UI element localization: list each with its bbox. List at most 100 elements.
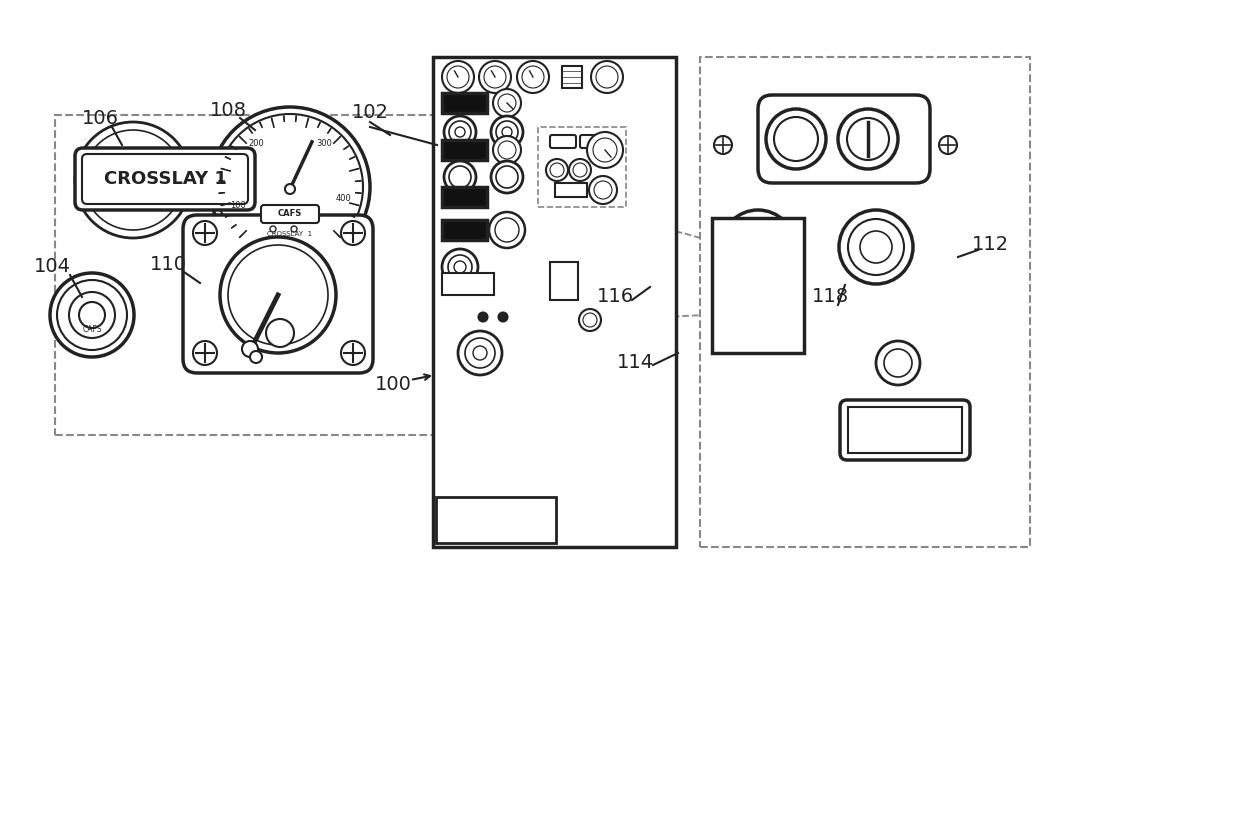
FancyBboxPatch shape bbox=[260, 205, 319, 223]
Circle shape bbox=[341, 341, 365, 365]
Circle shape bbox=[496, 166, 518, 188]
Circle shape bbox=[465, 338, 495, 368]
Circle shape bbox=[579, 309, 601, 331]
Circle shape bbox=[495, 218, 520, 242]
Bar bbox=[441, 273, 494, 295]
Circle shape bbox=[441, 61, 474, 93]
Circle shape bbox=[848, 219, 904, 275]
Circle shape bbox=[444, 161, 476, 193]
Circle shape bbox=[502, 127, 512, 137]
Text: CROSSLAY 1: CROSSLAY 1 bbox=[104, 170, 227, 188]
Circle shape bbox=[489, 212, 525, 248]
Circle shape bbox=[589, 176, 618, 204]
Circle shape bbox=[742, 231, 774, 263]
Circle shape bbox=[441, 249, 477, 285]
Circle shape bbox=[766, 109, 826, 169]
Circle shape bbox=[884, 349, 911, 377]
Circle shape bbox=[491, 161, 523, 193]
Circle shape bbox=[861, 231, 892, 263]
Circle shape bbox=[494, 89, 521, 117]
Circle shape bbox=[454, 261, 466, 273]
Circle shape bbox=[939, 136, 957, 154]
Circle shape bbox=[587, 132, 622, 168]
Circle shape bbox=[79, 302, 105, 328]
Circle shape bbox=[210, 107, 370, 267]
Circle shape bbox=[517, 61, 549, 93]
Text: CROSSLAY  1: CROSSLAY 1 bbox=[268, 231, 312, 237]
Circle shape bbox=[446, 66, 469, 88]
Text: 100: 100 bbox=[374, 375, 412, 394]
Circle shape bbox=[341, 221, 365, 245]
Text: CAFS: CAFS bbox=[278, 210, 303, 219]
FancyBboxPatch shape bbox=[839, 400, 970, 460]
Text: 118: 118 bbox=[811, 287, 848, 307]
Text: 200: 200 bbox=[248, 139, 264, 148]
FancyBboxPatch shape bbox=[758, 95, 930, 183]
Circle shape bbox=[730, 219, 786, 275]
Circle shape bbox=[774, 117, 818, 161]
Circle shape bbox=[479, 61, 511, 93]
Circle shape bbox=[583, 313, 596, 327]
Text: 100: 100 bbox=[231, 201, 247, 210]
Circle shape bbox=[496, 121, 518, 143]
Text: 104: 104 bbox=[33, 257, 71, 276]
Bar bbox=[441, 93, 487, 113]
Circle shape bbox=[551, 163, 564, 177]
Text: 110: 110 bbox=[150, 256, 186, 275]
Circle shape bbox=[591, 61, 622, 93]
FancyBboxPatch shape bbox=[74, 148, 255, 210]
Circle shape bbox=[494, 136, 521, 164]
FancyBboxPatch shape bbox=[580, 135, 606, 148]
Bar bbox=[556, 183, 587, 197]
Bar bbox=[441, 220, 487, 240]
FancyBboxPatch shape bbox=[184, 215, 373, 373]
Circle shape bbox=[242, 341, 258, 357]
Circle shape bbox=[57, 280, 126, 350]
Circle shape bbox=[498, 141, 516, 159]
Circle shape bbox=[219, 237, 336, 353]
Circle shape bbox=[484, 66, 506, 88]
FancyBboxPatch shape bbox=[82, 154, 248, 204]
Bar bbox=[562, 66, 582, 88]
Text: 400: 400 bbox=[336, 194, 352, 203]
Text: 112: 112 bbox=[971, 235, 1008, 254]
Circle shape bbox=[83, 130, 184, 230]
Circle shape bbox=[839, 210, 913, 284]
Text: 106: 106 bbox=[82, 110, 119, 129]
FancyBboxPatch shape bbox=[551, 135, 577, 148]
Circle shape bbox=[250, 351, 262, 363]
Circle shape bbox=[449, 121, 471, 143]
Text: 116: 116 bbox=[596, 287, 634, 307]
Circle shape bbox=[838, 109, 898, 169]
Circle shape bbox=[479, 313, 487, 322]
Circle shape bbox=[491, 116, 523, 148]
Circle shape bbox=[193, 341, 217, 365]
Circle shape bbox=[285, 184, 295, 194]
Circle shape bbox=[714, 136, 732, 154]
Circle shape bbox=[455, 127, 465, 137]
Circle shape bbox=[596, 66, 618, 88]
Circle shape bbox=[573, 163, 587, 177]
Circle shape bbox=[875, 341, 920, 385]
Bar bbox=[538, 127, 626, 207]
Text: 114: 114 bbox=[616, 353, 653, 373]
Bar bbox=[712, 218, 804, 353]
Bar bbox=[848, 407, 962, 453]
Circle shape bbox=[74, 122, 191, 238]
Bar bbox=[55, 115, 445, 435]
Bar bbox=[441, 140, 487, 160]
Circle shape bbox=[593, 138, 618, 162]
Circle shape bbox=[217, 114, 363, 260]
Circle shape bbox=[193, 221, 217, 245]
Circle shape bbox=[569, 159, 591, 181]
Circle shape bbox=[267, 319, 294, 347]
Bar bbox=[433, 57, 676, 547]
Circle shape bbox=[50, 273, 134, 357]
Circle shape bbox=[720, 210, 795, 284]
Circle shape bbox=[448, 255, 472, 279]
Bar bbox=[551, 262, 578, 300]
Circle shape bbox=[458, 331, 502, 375]
Text: 108: 108 bbox=[210, 101, 247, 120]
Circle shape bbox=[498, 94, 516, 112]
Circle shape bbox=[472, 346, 487, 360]
